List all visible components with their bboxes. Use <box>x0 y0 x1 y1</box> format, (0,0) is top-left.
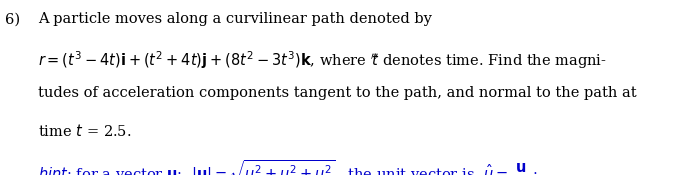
Text: $r = (t^3 - 4t)\mathbf{i} + (t^2 + 4t)\mathbf{j} + (8t^2 - 3t^3)\mathbf{k}$, whe: $r = (t^3 - 4t)\mathbf{i} + (t^2 + 4t)\m… <box>38 49 607 71</box>
Text: tudes of acceleration components tangent to the path, and normal to the path at: tudes of acceleration components tangent… <box>38 86 636 100</box>
Text: 6): 6) <box>5 12 21 26</box>
Text: time $t$ = 2.5.: time $t$ = 2.5. <box>38 122 131 138</box>
Text: A particle moves along a curvilinear path denoted by: A particle moves along a curvilinear pat… <box>38 12 432 26</box>
Text: $\mathit{hint}$: for a vector $\mathbf{u}$:  $|\mathbf{u}| = \sqrt{u_i^2 + u_j^2: $\mathit{hint}$: for a vector $\mathbf{u… <box>38 159 538 175</box>
